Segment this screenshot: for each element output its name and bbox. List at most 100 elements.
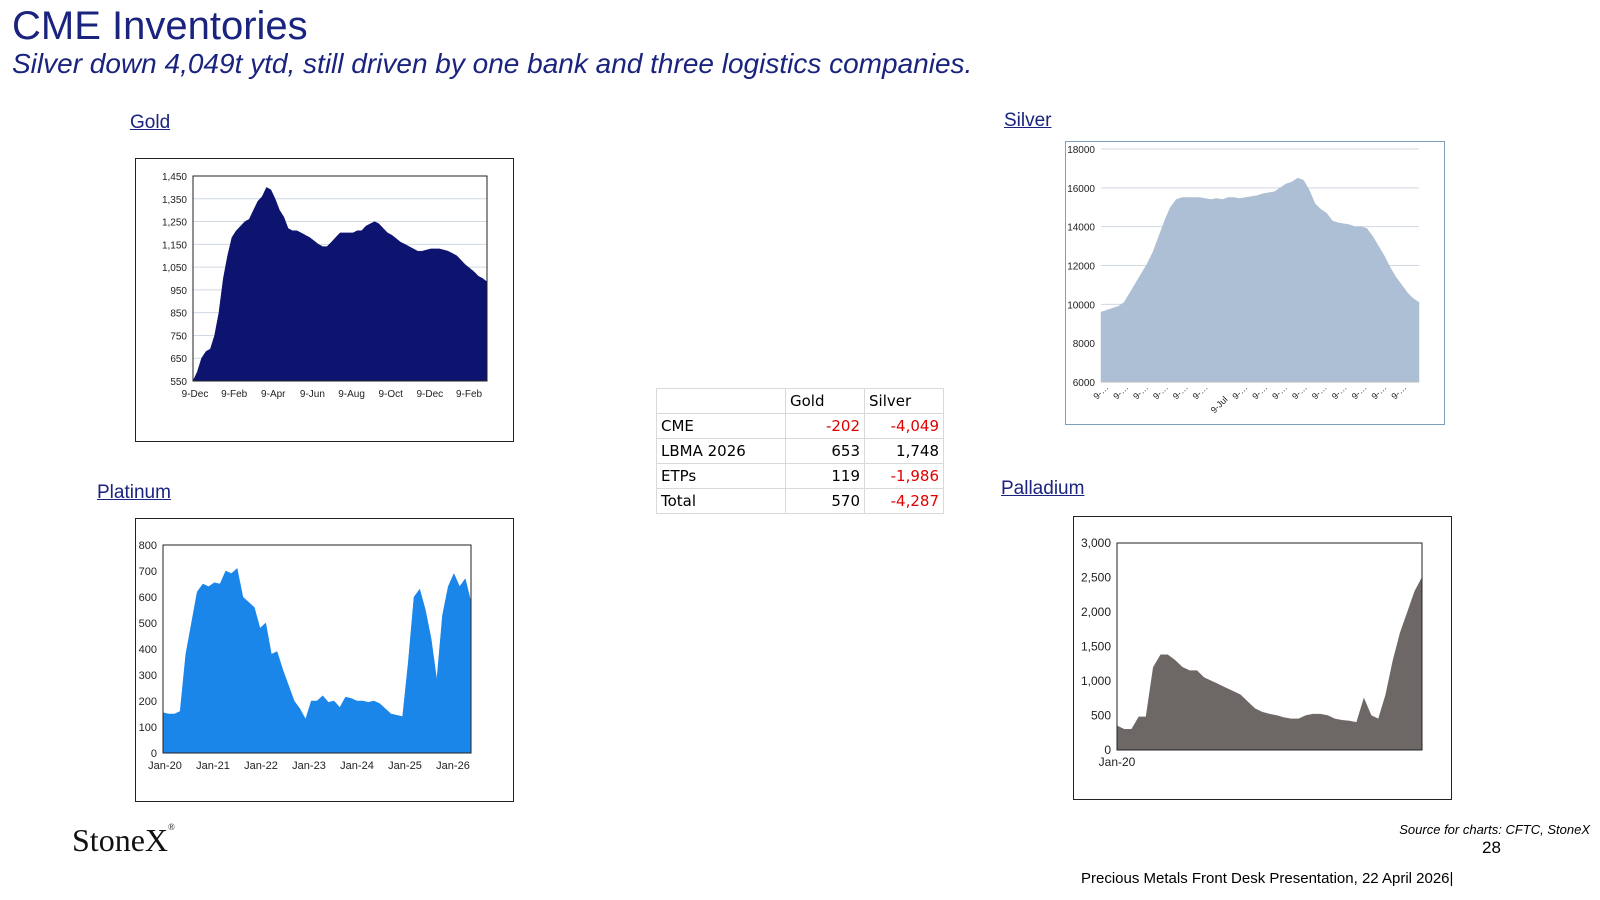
platinum-y-tick-label: 100 bbox=[139, 722, 157, 734]
platinum-y-tick-label: 200 bbox=[139, 696, 157, 708]
gold-y-tick-label: 1,450 bbox=[162, 172, 187, 183]
platinum-y-tick-label: 800 bbox=[139, 540, 157, 552]
gold-value: 570 bbox=[785, 488, 865, 514]
silver-series-area bbox=[1100, 177, 1420, 383]
silver-x-tick-label: 9-… bbox=[1230, 382, 1249, 401]
table-header-row: Gold Silver bbox=[656, 388, 944, 414]
gold-plot-border bbox=[192, 175, 488, 382]
silver-chart-label: Silver bbox=[1004, 110, 1052, 131]
table-header-cell: Gold bbox=[785, 388, 865, 414]
table-row: LBMA 2026 653 1,748 bbox=[656, 438, 944, 464]
gold-value: 653 bbox=[785, 438, 865, 464]
silver-x-tick-label: 9-… bbox=[1330, 382, 1349, 401]
silver-y-tick-label: 10000 bbox=[1067, 300, 1095, 311]
silver-x-tick-label: 9-… bbox=[1131, 382, 1150, 401]
platinum-x-tick-label: Jan-22 bbox=[244, 760, 278, 772]
silver-y-tick-label: 16000 bbox=[1067, 184, 1095, 195]
silver-x-tick-label: 9-… bbox=[1310, 382, 1329, 401]
palladium-y-tick-label: 2,000 bbox=[1081, 605, 1111, 619]
palladium-chart-label: Palladium bbox=[1001, 478, 1085, 499]
platinum-y-tick-label: 600 bbox=[139, 592, 157, 604]
table-row: Total 570 -4,287 bbox=[656, 488, 944, 514]
silver-x-tick-label: 9-… bbox=[1350, 382, 1369, 401]
platinum-series-area bbox=[162, 567, 472, 754]
stonex-logo: StoneX® bbox=[72, 822, 175, 858]
silver-x-tick-label: 9-… bbox=[1290, 382, 1309, 401]
silver-x-tick-label: 9-… bbox=[1171, 382, 1190, 401]
silver-value: -4,287 bbox=[864, 488, 944, 514]
presentation-footer: Precious Metals Front Desk Presentation,… bbox=[1081, 870, 1454, 887]
palladium-chart-panel: 3,000 2,500 2,000 1,500 1,000 500 0 Jan-20 Stone… bbox=[1073, 516, 1452, 800]
row-label: Total bbox=[656, 488, 786, 514]
silver-x-tick-label: 9-Jul bbox=[1209, 394, 1230, 415]
gold-y-tick-label: 650 bbox=[170, 354, 187, 365]
silver-value: -1,986 bbox=[864, 463, 944, 489]
gold-inventory-chart: 1,450 1,350 1,250 1,150 1,050 950 850 750 650 550… bbox=[162, 172, 488, 400]
silver-x-tick-label: 9-… bbox=[1111, 382, 1130, 401]
table-row: ETPs 119 -1,986 bbox=[656, 463, 944, 489]
platinum-y-tick-label: 400 bbox=[139, 644, 157, 656]
palladium-plot-border bbox=[1116, 542, 1423, 751]
gold-y-tick-label: 750 bbox=[170, 331, 187, 342]
palladium-watermark: StoneX bbox=[1228, 619, 1312, 650]
platinum-x-tick-label: Jan-21 bbox=[196, 760, 230, 772]
gold-y-tick-label: 1,150 bbox=[162, 240, 187, 251]
platinum-y-tick-label: 300 bbox=[139, 670, 157, 682]
platinum-y-tick-label: 500 bbox=[139, 618, 157, 630]
table-header-cell: Silver bbox=[864, 388, 944, 414]
platinum-chart-label: Platinum bbox=[97, 482, 171, 503]
gold-y-tick-label: 950 bbox=[170, 286, 187, 297]
platinum-x-tick-label: Jan-26 bbox=[436, 760, 470, 772]
gold-x-tick-label: 9-Feb bbox=[221, 389, 248, 400]
silver-x-tick-label: 9-… bbox=[1151, 382, 1170, 401]
gold-y-tick-label: 850 bbox=[170, 309, 187, 320]
silver-x-tick-label: 9-… bbox=[1369, 382, 1388, 401]
gold-x-tick-label: 9-Jun bbox=[300, 389, 325, 400]
palladium-x-tick-label: Jan-20 bbox=[1099, 755, 1136, 769]
silver-chart-panel: 18000 16000 14000 12000 10000 8000 6000 9-… 9-… 9… bbox=[1065, 141, 1445, 425]
platinum-x-tick-label: Jan-25 bbox=[388, 760, 422, 772]
gold-x-tick-label: 9-Oct bbox=[378, 389, 403, 400]
palladium-y-tick-label: 500 bbox=[1091, 709, 1111, 723]
platinum-x-tick-label: Jan-20 bbox=[148, 760, 182, 772]
platinum-x-tick-label: Jan-23 bbox=[292, 760, 326, 772]
row-label: ETPs bbox=[656, 463, 786, 489]
page-title: CME Inventories bbox=[12, 4, 308, 48]
palladium-y-tick-label: 1,500 bbox=[1081, 640, 1111, 654]
source-note: Source for charts: CFTC, StoneX bbox=[1399, 822, 1590, 837]
gold-chart-panel: 1,450 1,350 1,250 1,150 1,050 950 850 750 650 550… bbox=[135, 158, 514, 442]
gold-y-tick-label: 1,350 bbox=[162, 195, 187, 206]
gold-y-tick-label: 1,050 bbox=[162, 263, 187, 274]
platinum-x-tick-label: Jan-24 bbox=[340, 760, 374, 772]
gold-y-tick-label: 550 bbox=[170, 377, 187, 388]
platinum-plot-border bbox=[162, 544, 472, 754]
page-number: 28 bbox=[1482, 838, 1501, 857]
gold-series-area bbox=[192, 187, 488, 382]
gold-x-tick-label: 9-Aug bbox=[338, 389, 365, 400]
gold-x-tick-label: 9-Dec bbox=[417, 389, 444, 400]
silver-y-tick-label: 8000 bbox=[1073, 339, 1096, 350]
palladium-y-tick-label: 1,000 bbox=[1081, 674, 1111, 688]
gold-value: 119 bbox=[785, 463, 865, 489]
page-subtitle: Silver down 4,049t ytd, still driven by … bbox=[12, 48, 973, 79]
platinum-y-tick-label: 0 bbox=[151, 748, 157, 760]
silver-y-tick-label: 6000 bbox=[1073, 378, 1096, 389]
silver-value: -4,049 bbox=[864, 413, 944, 439]
palladium-y-tick-label: 3,000 bbox=[1081, 536, 1111, 550]
silver-x-tick-label: 9-… bbox=[1270, 382, 1289, 401]
table-row: CME -202 -4,049 bbox=[656, 413, 944, 439]
gold-x-tick-label: 9-Apr bbox=[261, 389, 286, 400]
silver-x-tick-label: 9-… bbox=[1250, 382, 1269, 401]
palladium-y-tick-label: 0 bbox=[1104, 743, 1111, 757]
platinum-chart-panel: 800 700 600 500 400 300 200 100 0 Jan-20 Jan-21 Jan… bbox=[135, 518, 514, 802]
row-label: LBMA 2026 bbox=[656, 438, 786, 464]
gold-x-tick-label: 9-Feb bbox=[456, 389, 483, 400]
gold-y-tick-label: 1,250 bbox=[162, 218, 187, 229]
silver-y-tick-label: 14000 bbox=[1067, 223, 1095, 234]
row-label: CME bbox=[656, 413, 786, 439]
palladium-y-tick-label: 2,500 bbox=[1081, 571, 1111, 585]
palladium-series-area bbox=[1116, 577, 1423, 751]
